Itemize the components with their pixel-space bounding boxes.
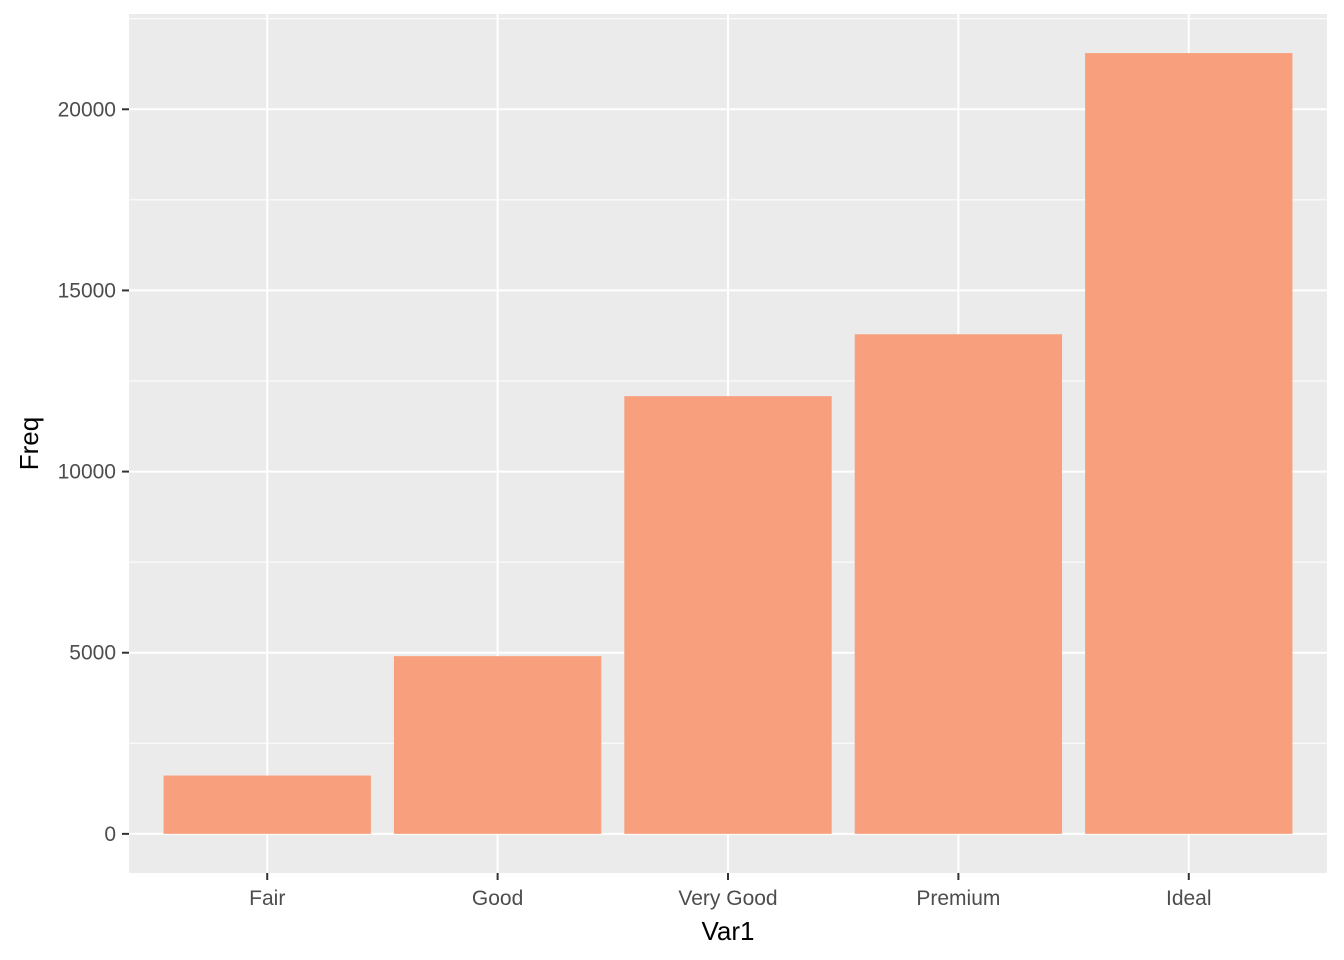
- x-tick-label: Premium: [916, 887, 1000, 910]
- x-axis-title: Var1: [702, 916, 755, 946]
- y-axis-title: Freq: [14, 417, 44, 470]
- bar-premium: [854, 334, 1063, 834]
- bar-very-good: [624, 396, 832, 834]
- x-axis-ticks: Fair Good Very Good Premium Ideal: [249, 873, 1212, 910]
- y-tick-label: 0: [104, 823, 116, 846]
- x-tick-label: Very Good: [678, 887, 777, 910]
- y-axis-ticks: 0 5000 10000 15000 20000: [58, 98, 129, 846]
- bars: [163, 53, 1293, 834]
- y-tick-label: 10000: [58, 461, 116, 484]
- x-tick-label: Fair: [249, 887, 285, 910]
- x-tick-label: Ideal: [1166, 887, 1212, 910]
- y-tick-label: 15000: [58, 279, 116, 302]
- bar-ideal: [1085, 53, 1293, 834]
- x-tick-label: Good: [472, 887, 523, 910]
- bar-fair: [163, 775, 371, 834]
- y-tick-label: 5000: [69, 642, 116, 665]
- y-tick-label: 20000: [58, 98, 116, 121]
- bar-good: [393, 656, 602, 834]
